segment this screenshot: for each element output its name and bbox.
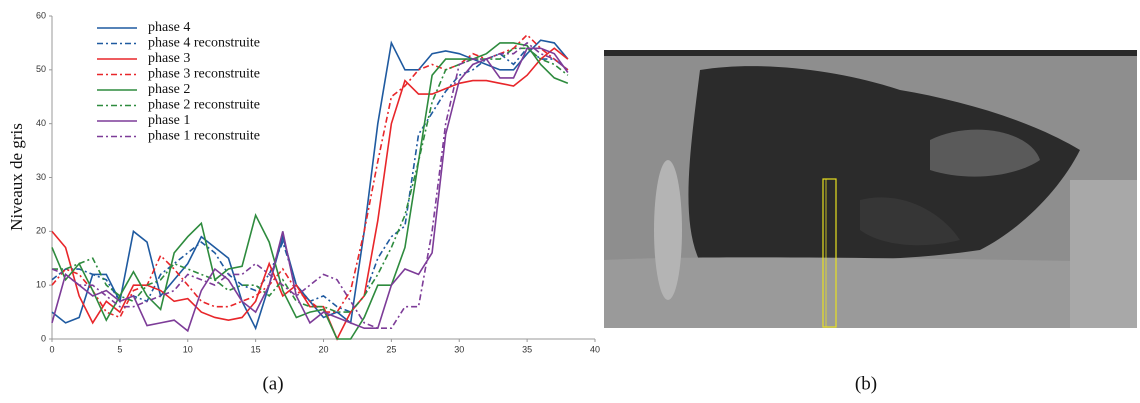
legend-label: phase 4 reconstruite <box>148 36 260 51</box>
y-tick-label: 30 <box>36 172 46 182</box>
legend-label: phase 2 reconstruite <box>148 98 260 113</box>
series-line <box>51 39 569 331</box>
y-axis-label: Niveaux de gris <box>7 123 26 231</box>
x-tick-label: 0 <box>49 344 54 354</box>
legend-label: phase 3 <box>148 51 190 66</box>
legend-label: phase 1 <box>148 113 190 128</box>
series-line <box>51 42 569 340</box>
legend-label: phase 4 <box>148 20 190 35</box>
x-tick-label: 5 <box>117 344 122 354</box>
series-line <box>51 33 569 319</box>
y-tick-label: 60 <box>36 10 46 20</box>
x-tick-label: 20 <box>318 344 328 354</box>
x-tick-label: 25 <box>386 344 396 354</box>
x-tick-label: 30 <box>454 344 464 354</box>
caption: (a) <box>262 373 283 394</box>
legend-label: phase 2 <box>148 82 190 97</box>
series-line <box>51 47 569 333</box>
legend-label: phase 3 reconstruite <box>148 67 260 82</box>
x-tick-label: 10 <box>183 344 193 354</box>
legend-label: phase 1 reconstruite <box>148 129 260 144</box>
y-tick-label: 20 <box>36 226 46 236</box>
y-tick-label: 50 <box>36 64 46 74</box>
x-tick-label: 15 <box>251 344 261 354</box>
y-tick-label: 40 <box>36 118 46 128</box>
caption: (b) <box>855 373 877 394</box>
series-line <box>52 47 569 313</box>
photo <box>604 50 1137 328</box>
series-line <box>51 41 569 330</box>
x-tick-label: 40 <box>590 344 600 354</box>
y-tick-label: 0 <box>41 333 46 343</box>
y-tick-label: 10 <box>36 280 46 290</box>
series-line <box>51 47 569 314</box>
x-tick-label: 35 <box>522 344 532 354</box>
series-line <box>51 47 569 341</box>
